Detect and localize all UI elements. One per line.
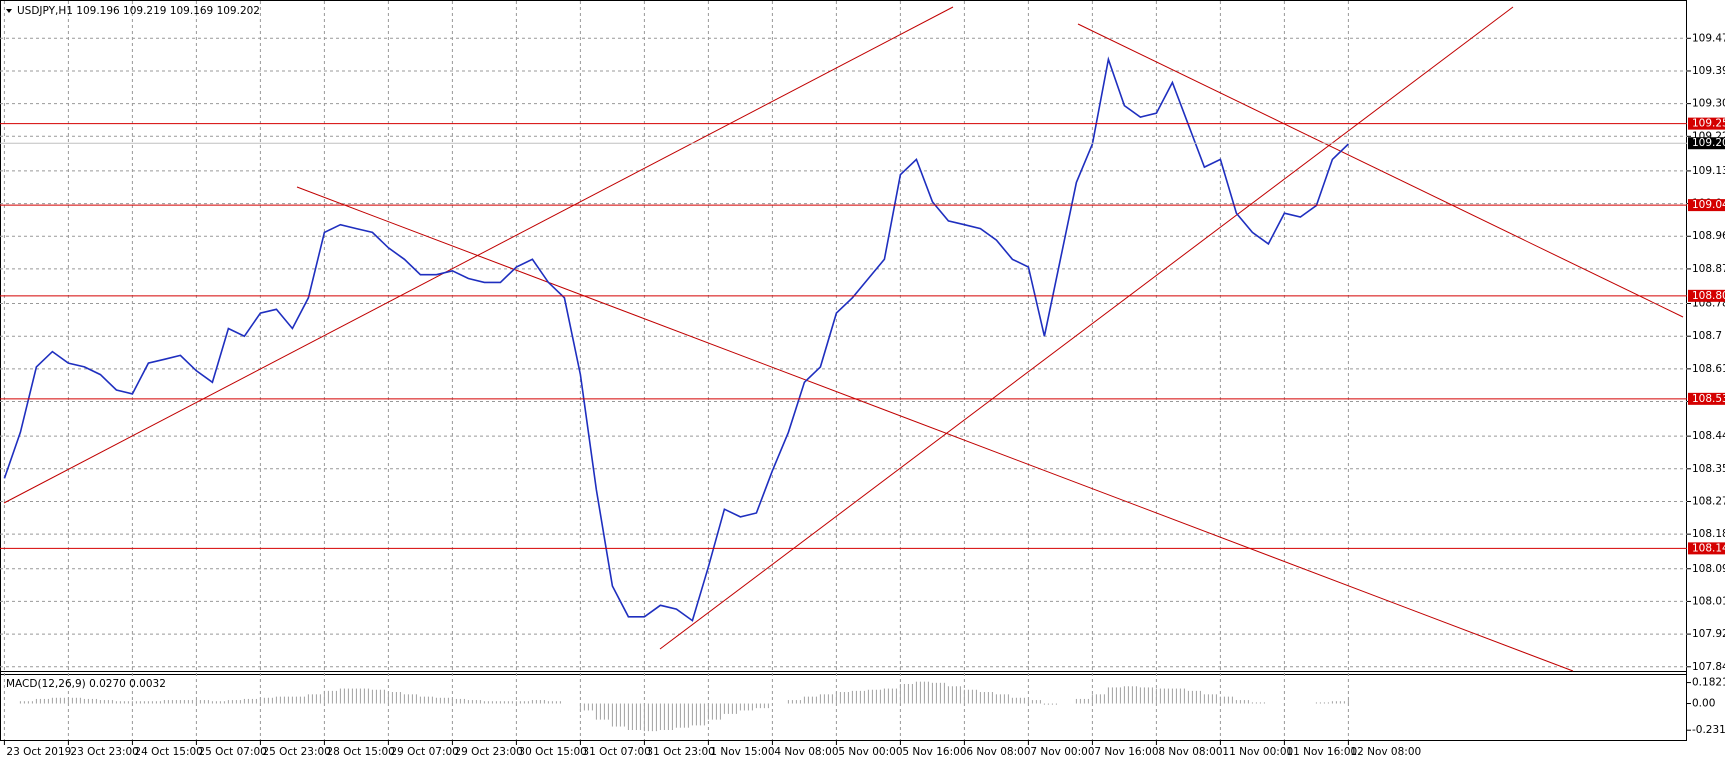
level-label: 108.148: [1692, 542, 1725, 554]
x-tick-label: 7 Nov 00:00: [1030, 746, 1094, 758]
level-label: 108.805: [1692, 290, 1725, 302]
x-tick-label: 4 Nov 08:00: [774, 746, 838, 758]
x-tick-label: 24 Oct 15:00: [134, 746, 202, 758]
chart-title: USDJPY,H1 109.196 109.219 109.169 109.20…: [17, 5, 260, 17]
x-tick-label: 29 Oct 23:00: [454, 746, 522, 758]
level-label-box: [1688, 289, 1725, 302]
y-tick-label: 108.27: [1692, 495, 1725, 507]
level-label-box: [1688, 542, 1725, 555]
x-tick-label: 11 Nov 16:00: [1286, 746, 1357, 758]
y-tick-label: 109.475: [1692, 32, 1725, 44]
current-price-label: 109.202: [1692, 137, 1725, 149]
trend-lines: [3, 6, 1684, 672]
x-tick-label: 1 Nov 15:00: [710, 746, 774, 758]
level-label: 108.537: [1692, 393, 1725, 405]
trend-line: [659, 6, 1514, 650]
trend-line: [3, 6, 954, 504]
x-tick-label: 5 Nov 16:00: [902, 746, 966, 758]
menu-arrow: [6, 9, 12, 13]
level-label-box: [1688, 199, 1725, 212]
x-tick-label: 25 Oct 07:00: [198, 746, 266, 758]
y-tick-label: 109.305: [1692, 98, 1725, 110]
marks: [3, 56, 1349, 622]
x-tick-label: 11 Nov 00:00: [1222, 746, 1293, 758]
macd-y-tick-label: 0.1821: [1692, 677, 1725, 689]
plot-frame: [0, 0, 1687, 741]
current-price-box: [1688, 137, 1725, 150]
x-tick-label: 29 Oct 07:00: [390, 746, 458, 758]
x-tick-label: 7 Nov 16:00: [1094, 746, 1158, 758]
x-tick-label: 28 Oct 15:00: [326, 746, 394, 758]
y-tick-label: 108.96: [1692, 230, 1725, 242]
price-line: [3, 56, 1349, 622]
level-label: 109.253: [1692, 118, 1725, 130]
y-tick-label: 108.875: [1692, 263, 1725, 275]
y-tick-label: 109.39: [1692, 65, 1725, 77]
y-tick-label: 108.355: [1692, 463, 1725, 475]
trend-line: [296, 186, 1574, 672]
x-tick-label: 31 Oct 07:00: [582, 746, 650, 758]
x-tick-label: 8 Nov 08:00: [1158, 746, 1222, 758]
x-tick-label: 23 Oct 2019: [6, 746, 71, 758]
y-tick-label: 108.185: [1692, 528, 1725, 540]
macd-y-tick-label: 0.00: [1692, 698, 1715, 710]
y-tick-label: 108.44: [1692, 430, 1725, 442]
y-tick-label: 107.84: [1692, 661, 1725, 673]
x-tick-label: 25 Oct 23:00: [262, 746, 330, 758]
x-tick-label: 31 Oct 23:00: [646, 746, 714, 758]
x-tick-label: 23 Oct 23:00: [70, 746, 138, 758]
y-tick-label: 108.01: [1692, 595, 1725, 607]
level-label-box: [1688, 392, 1725, 405]
y-tick-label: 108.615: [1692, 363, 1725, 375]
y-tick-label: 109.13: [1692, 165, 1725, 177]
y-tick-label: 108.7: [1692, 330, 1722, 342]
y-tick-label: 108.095: [1692, 563, 1725, 575]
level-label-box: [1688, 117, 1725, 130]
x-tick-label: 12 Nov 08:00: [1350, 746, 1421, 758]
grid: [0, 1, 1687, 740]
x-tick-label: 6 Nov 08:00: [966, 746, 1030, 758]
x-tick-label: 5 Nov 00:00: [838, 746, 902, 758]
macd-y-tick-label: -0.2319: [1692, 724, 1725, 736]
macd-title: MACD(12,26,9) 0.0270 0.0032: [6, 678, 166, 690]
level-label: 109.041: [1692, 199, 1725, 211]
y-tick-label: 107.925: [1692, 628, 1725, 640]
x-tick-label: 30 Oct 15:00: [518, 746, 586, 758]
trend-line: [1077, 23, 1684, 318]
